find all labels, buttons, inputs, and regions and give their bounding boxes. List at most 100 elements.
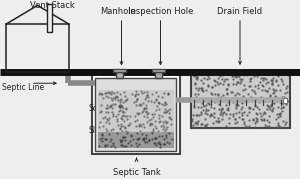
Point bbox=[282, 99, 286, 101]
Point bbox=[141, 107, 146, 110]
Point bbox=[207, 103, 212, 105]
Point bbox=[262, 76, 267, 79]
Point bbox=[271, 91, 275, 94]
Point bbox=[247, 111, 251, 114]
Point bbox=[99, 138, 103, 141]
Point bbox=[99, 140, 103, 143]
Point bbox=[237, 111, 242, 114]
Point bbox=[164, 102, 168, 105]
Point bbox=[279, 79, 284, 82]
Point bbox=[99, 93, 104, 95]
Point bbox=[118, 143, 123, 146]
Point bbox=[261, 78, 266, 81]
Point bbox=[149, 143, 154, 146]
Point bbox=[100, 93, 104, 96]
Point bbox=[113, 97, 118, 100]
Point bbox=[143, 95, 148, 98]
Point bbox=[140, 137, 145, 140]
Point bbox=[108, 128, 113, 131]
Point bbox=[208, 114, 213, 117]
Point bbox=[133, 95, 137, 98]
Point bbox=[274, 117, 278, 120]
Point bbox=[225, 83, 230, 86]
Point bbox=[150, 113, 155, 116]
Point bbox=[259, 118, 263, 121]
Point bbox=[194, 73, 198, 76]
Point bbox=[280, 96, 285, 99]
Point bbox=[163, 101, 167, 104]
Point bbox=[278, 89, 282, 91]
Point bbox=[262, 123, 267, 126]
Point bbox=[143, 97, 148, 100]
Point bbox=[110, 111, 115, 113]
Point bbox=[100, 117, 105, 120]
Point bbox=[118, 109, 123, 112]
Text: Sludge: Sludge bbox=[88, 126, 115, 135]
Point bbox=[270, 82, 274, 85]
Point bbox=[195, 75, 200, 78]
Point bbox=[194, 123, 199, 126]
Point bbox=[266, 105, 271, 107]
Point bbox=[120, 141, 125, 143]
Point bbox=[159, 115, 164, 118]
Point bbox=[279, 97, 284, 100]
Point bbox=[281, 83, 286, 86]
Point bbox=[136, 113, 141, 116]
Point bbox=[143, 134, 148, 136]
Point bbox=[107, 133, 112, 136]
Point bbox=[208, 115, 212, 118]
Point bbox=[235, 81, 240, 84]
Point bbox=[135, 143, 140, 146]
Point bbox=[97, 136, 102, 139]
Point bbox=[129, 140, 134, 143]
Point bbox=[120, 143, 125, 146]
Point bbox=[230, 90, 235, 93]
Point bbox=[253, 103, 258, 106]
Point bbox=[259, 96, 264, 98]
Point bbox=[143, 110, 148, 113]
Point bbox=[99, 132, 104, 135]
Point bbox=[268, 108, 273, 110]
Point bbox=[277, 125, 282, 128]
Bar bbox=[152, 69, 165, 72]
Point bbox=[168, 141, 172, 144]
Point bbox=[268, 104, 273, 107]
Point bbox=[103, 137, 108, 140]
Point bbox=[141, 101, 146, 104]
Point bbox=[167, 112, 172, 115]
Point bbox=[154, 140, 158, 143]
Point bbox=[118, 132, 123, 134]
Point bbox=[236, 116, 241, 119]
Point bbox=[108, 93, 113, 95]
Point bbox=[105, 107, 110, 110]
Point bbox=[143, 136, 148, 139]
Point bbox=[122, 139, 127, 141]
Point bbox=[142, 107, 147, 110]
Point bbox=[153, 125, 158, 128]
Point bbox=[205, 122, 210, 125]
Point bbox=[212, 111, 216, 114]
Point bbox=[259, 77, 264, 79]
Text: Inspection Hole: Inspection Hole bbox=[128, 7, 193, 16]
Point bbox=[210, 113, 215, 116]
Point bbox=[150, 128, 155, 130]
Point bbox=[236, 92, 241, 95]
Point bbox=[266, 121, 271, 124]
Point bbox=[98, 132, 103, 135]
Point bbox=[212, 106, 216, 109]
Point bbox=[198, 79, 203, 81]
Point bbox=[208, 105, 213, 108]
Point bbox=[149, 122, 154, 125]
Point bbox=[101, 96, 106, 99]
Point bbox=[219, 77, 224, 80]
Point bbox=[281, 105, 286, 108]
Point bbox=[154, 137, 158, 139]
Point bbox=[193, 120, 198, 123]
Point bbox=[143, 140, 148, 143]
Point bbox=[250, 119, 255, 122]
Point bbox=[206, 75, 210, 78]
Point bbox=[284, 121, 288, 124]
Point bbox=[154, 98, 158, 101]
Point bbox=[113, 103, 118, 106]
Point bbox=[258, 111, 263, 114]
